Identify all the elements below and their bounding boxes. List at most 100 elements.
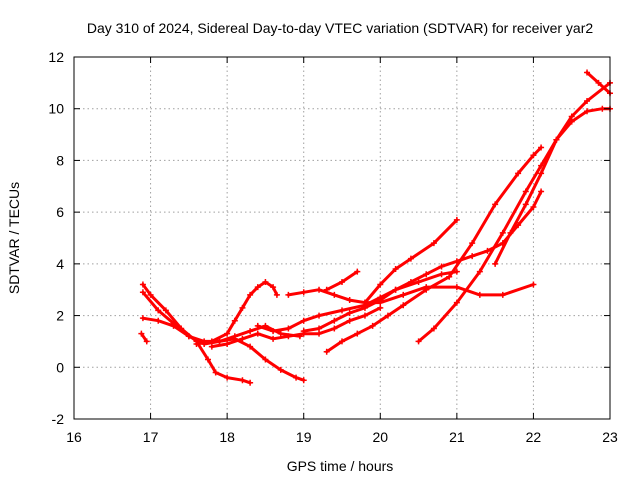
data-point-marker bbox=[254, 322, 261, 329]
data-point-marker bbox=[354, 330, 361, 337]
y-tick-label: 10 bbox=[48, 101, 64, 117]
grid-lines bbox=[74, 57, 610, 419]
data-point-marker bbox=[361, 304, 368, 311]
data-point-marker bbox=[584, 97, 591, 104]
data-point-marker bbox=[492, 260, 499, 267]
data-point-marker bbox=[346, 297, 353, 304]
data-point-marker bbox=[538, 144, 545, 151]
data-point-marker bbox=[270, 335, 277, 342]
data-point-marker bbox=[392, 266, 399, 273]
data-point-marker bbox=[216, 338, 223, 345]
data-point-marker bbox=[293, 374, 300, 381]
data-point-marker bbox=[270, 284, 277, 291]
data-point-marker bbox=[392, 286, 399, 293]
data-point-marker bbox=[361, 299, 368, 306]
series-track-i bbox=[323, 268, 361, 293]
series-line bbox=[363, 218, 459, 305]
data-point-marker bbox=[212, 369, 219, 376]
data-point-marker bbox=[407, 278, 414, 285]
data-point-marker bbox=[453, 216, 460, 223]
series-line bbox=[139, 332, 149, 343]
data-point-marker bbox=[300, 317, 307, 324]
data-point-marker bbox=[438, 271, 445, 278]
series-track-a bbox=[138, 330, 150, 345]
y-tick-label: 4 bbox=[56, 256, 64, 272]
data-point-marker bbox=[331, 291, 338, 298]
data-point-marker bbox=[354, 268, 361, 275]
data-point-marker bbox=[254, 330, 261, 337]
data-point-marker bbox=[323, 348, 330, 355]
data-point-marker bbox=[446, 273, 453, 280]
data-point-marker bbox=[430, 240, 437, 247]
data-point-marker bbox=[538, 170, 545, 177]
data-point-marker bbox=[522, 201, 529, 208]
data-point-marker bbox=[476, 291, 483, 298]
x-tick-label: 21 bbox=[449, 429, 465, 445]
data-point-marker bbox=[584, 108, 591, 115]
x-tick-label: 19 bbox=[296, 429, 312, 445]
series-track-f bbox=[208, 304, 384, 350]
y-tick-label: 0 bbox=[56, 359, 64, 375]
data-series bbox=[138, 69, 613, 386]
data-point-marker bbox=[139, 315, 146, 322]
data-point-marker bbox=[239, 377, 246, 384]
data-point-marker bbox=[254, 284, 261, 291]
data-point-marker bbox=[530, 281, 537, 288]
data-point-marker bbox=[484, 247, 491, 254]
data-point-marker bbox=[400, 291, 407, 298]
data-point-marker bbox=[300, 289, 307, 296]
data-point-marker bbox=[377, 304, 384, 311]
data-point-marker bbox=[247, 291, 254, 298]
data-point-marker bbox=[584, 69, 591, 76]
x-tick-label: 18 bbox=[219, 429, 235, 445]
data-point-marker bbox=[377, 297, 384, 304]
data-point-marker bbox=[499, 291, 506, 298]
data-point-marker bbox=[247, 379, 254, 386]
series-track-c bbox=[139, 281, 254, 386]
data-point-marker bbox=[138, 330, 145, 337]
x-tick-label: 23 bbox=[602, 429, 618, 445]
x-tick-label: 22 bbox=[526, 429, 542, 445]
data-point-marker bbox=[316, 330, 323, 337]
chart-title: Day 310 of 2024, Sidereal Day-to-day VTE… bbox=[87, 20, 593, 36]
data-point-marker bbox=[331, 325, 338, 332]
data-point-marker bbox=[453, 299, 460, 306]
data-point-marker bbox=[400, 302, 407, 309]
data-point-marker bbox=[515, 170, 522, 177]
data-point-marker bbox=[239, 304, 246, 311]
data-point-marker bbox=[231, 317, 238, 324]
y-axis-label: SDTVAR / TECUs bbox=[6, 182, 22, 294]
data-point-marker bbox=[139, 289, 146, 296]
data-point-marker bbox=[538, 188, 545, 195]
data-point-marker bbox=[300, 377, 307, 384]
data-point-marker bbox=[346, 309, 353, 316]
data-point-marker bbox=[205, 356, 211, 363]
data-point-marker bbox=[262, 278, 269, 285]
data-point-marker bbox=[384, 312, 391, 319]
data-point-marker bbox=[316, 312, 323, 319]
data-point-marker bbox=[323, 286, 330, 293]
x-tick-label: 16 bbox=[66, 429, 82, 445]
data-point-marker bbox=[530, 152, 537, 159]
data-point-marker bbox=[369, 322, 376, 329]
data-point-marker bbox=[438, 263, 445, 270]
data-point-marker bbox=[361, 312, 368, 319]
data-point-marker bbox=[530, 203, 537, 210]
data-point-marker bbox=[568, 118, 575, 125]
y-tick-label: 12 bbox=[48, 49, 64, 65]
data-point-marker bbox=[476, 268, 483, 275]
data-point-marker bbox=[568, 113, 575, 120]
data-point-marker bbox=[147, 291, 154, 298]
x-tick-label: 20 bbox=[372, 429, 388, 445]
data-point-marker bbox=[277, 330, 284, 337]
series-line bbox=[141, 283, 252, 385]
data-point-marker bbox=[339, 278, 345, 285]
data-point-marker bbox=[423, 271, 430, 278]
data-point-marker bbox=[208, 343, 215, 350]
series-line bbox=[493, 107, 612, 266]
y-tick-label: 6 bbox=[56, 204, 64, 220]
data-point-marker bbox=[346, 317, 353, 324]
data-point-marker bbox=[277, 366, 284, 373]
data-point-marker bbox=[139, 281, 146, 288]
data-point-marker bbox=[155, 317, 162, 324]
